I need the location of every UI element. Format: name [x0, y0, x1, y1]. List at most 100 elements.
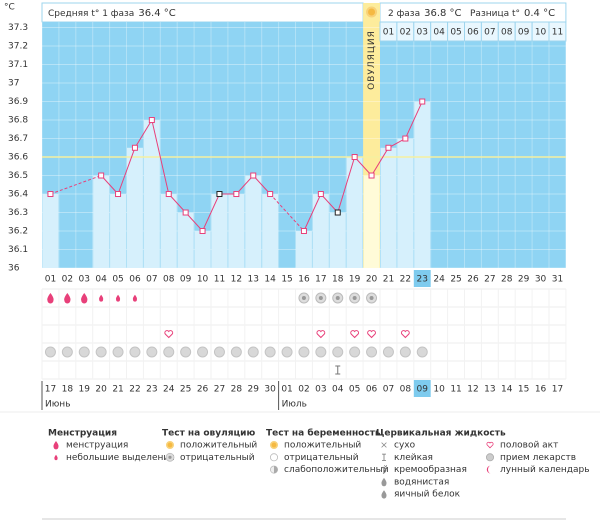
cycle-day: 12: [231, 275, 242, 285]
phase1-label: Средняя t° 1 фаза: [48, 9, 134, 19]
calendar-date: 12: [467, 385, 478, 395]
symbol-ovulation_test_negative: [366, 292, 378, 304]
calendar-date: 22: [129, 385, 140, 395]
symbol-lunar: [44, 346, 56, 358]
calendar-date: 19: [79, 385, 91, 395]
legend-icon: [54, 454, 58, 461]
cycle-day: 09: [180, 275, 192, 285]
calendar-date: 11: [450, 385, 461, 395]
phase2-day: 10: [535, 28, 547, 38]
temperature-point: [402, 135, 409, 142]
legend-icon: [381, 490, 387, 499]
y-tick-label: 37.3: [8, 23, 28, 33]
cycle-day: 15: [281, 275, 292, 285]
symbol-lunar: [61, 346, 73, 358]
symbol-lunar: [315, 346, 327, 358]
cycle-day: 22: [400, 275, 411, 285]
phase2-day: 01: [383, 28, 394, 38]
ovulation-label: ОВУЛЯЦИЯ: [367, 30, 377, 90]
symbol-menstruation: [81, 293, 88, 304]
symbol-lunar: [264, 346, 276, 358]
calendar-date: 01: [281, 385, 292, 395]
temp-diff-label: Разница t°: [470, 9, 520, 19]
legend-item: положительный: [180, 441, 257, 451]
y-tick-label: 36.9: [8, 97, 28, 107]
cycle-day: 26: [467, 275, 479, 285]
temperature-point: [300, 228, 307, 235]
symbol-intercourse: [350, 330, 360, 339]
symbol-intercourse: [164, 330, 174, 339]
calendar-date: 08: [400, 385, 412, 395]
symbol-menstruation: [64, 293, 71, 304]
phase2-day: 07: [484, 28, 495, 38]
symbol-lunar: [163, 346, 175, 358]
cycle-day: 07: [146, 275, 157, 285]
symbol-lunar: [78, 346, 90, 358]
temperature-bar: [127, 147, 143, 268]
lunar-icon: [382, 346, 394, 358]
lunar-icon: [349, 346, 361, 358]
temperature-bar: [346, 157, 363, 268]
cycle-day: 02: [62, 275, 73, 285]
heart-icon: [400, 330, 410, 339]
symbol-sticky: [335, 365, 341, 375]
y-tick-label: 37: [8, 79, 19, 89]
lunar-icon: [366, 346, 378, 358]
temperature-point: [317, 191, 324, 198]
test-icon-core: [301, 296, 306, 300]
lunar-icon: [180, 346, 192, 358]
temperature-bar: [262, 194, 279, 268]
ovulation-sun: [366, 6, 378, 18]
sticky-icon: [335, 365, 341, 375]
temperature-point: [368, 172, 375, 179]
calendar-date: 10: [433, 385, 445, 395]
heart-icon: [367, 330, 376, 339]
y-tick-label: 36.1: [8, 245, 28, 255]
temperature-bar: [194, 231, 211, 268]
temperature-bar: [329, 212, 346, 268]
calendar-date: 20: [95, 385, 107, 395]
temperature-bar: [228, 194, 245, 268]
drop-icon: [54, 454, 58, 461]
calendar-date: 09: [417, 385, 429, 395]
moon-icon: [486, 465, 491, 474]
temperature-bar: [363, 175, 380, 268]
calendar-date: 06: [366, 385, 378, 395]
legend-item: кремообразная: [394, 465, 467, 475]
calendar-date: 28: [231, 385, 243, 395]
calendar-date: 24: [163, 385, 175, 395]
y-tick-label: 37.2: [8, 42, 28, 52]
temperature-bar: [42, 194, 59, 268]
legend-item: слабоположительный: [284, 465, 389, 475]
symbol-spotting: [132, 294, 138, 302]
symbol-ovulation_test_negative: [315, 292, 327, 304]
temperature-bar: [93, 175, 110, 268]
cycle-day: 11: [214, 275, 225, 285]
cycle-day: 13: [248, 275, 259, 285]
cycle-day: 24: [433, 275, 445, 285]
symbol-lunar: [382, 346, 394, 358]
gap-line: [50, 175, 102, 195]
phase2-day: 02: [400, 28, 411, 38]
gap-line: [269, 193, 305, 232]
legend-title: Тест на овуляцию: [162, 429, 255, 439]
calendar-date: 13: [484, 385, 495, 395]
legend-item: клейкая: [394, 453, 433, 463]
temperature-bar: [296, 231, 312, 268]
legend-icon: [269, 453, 279, 462]
legend-icon: [486, 465, 491, 474]
symbol-lunar: [197, 346, 209, 358]
symbol-lunar: [213, 346, 225, 358]
phase2-day: 08: [501, 28, 513, 38]
symbol-lunar: [247, 346, 259, 358]
phase2-day-cell: [548, 21, 567, 42]
cycle-day: 30: [535, 275, 547, 285]
symbol-lunar: [399, 346, 411, 358]
symbol-lunar: [112, 346, 124, 358]
temperature-point: [351, 154, 358, 161]
gray-drop-icon: [381, 490, 387, 499]
temperature-point: [131, 144, 138, 151]
temperature-point: [233, 191, 240, 198]
lunar-icon: [78, 346, 90, 358]
test-icon-core: [352, 296, 357, 300]
